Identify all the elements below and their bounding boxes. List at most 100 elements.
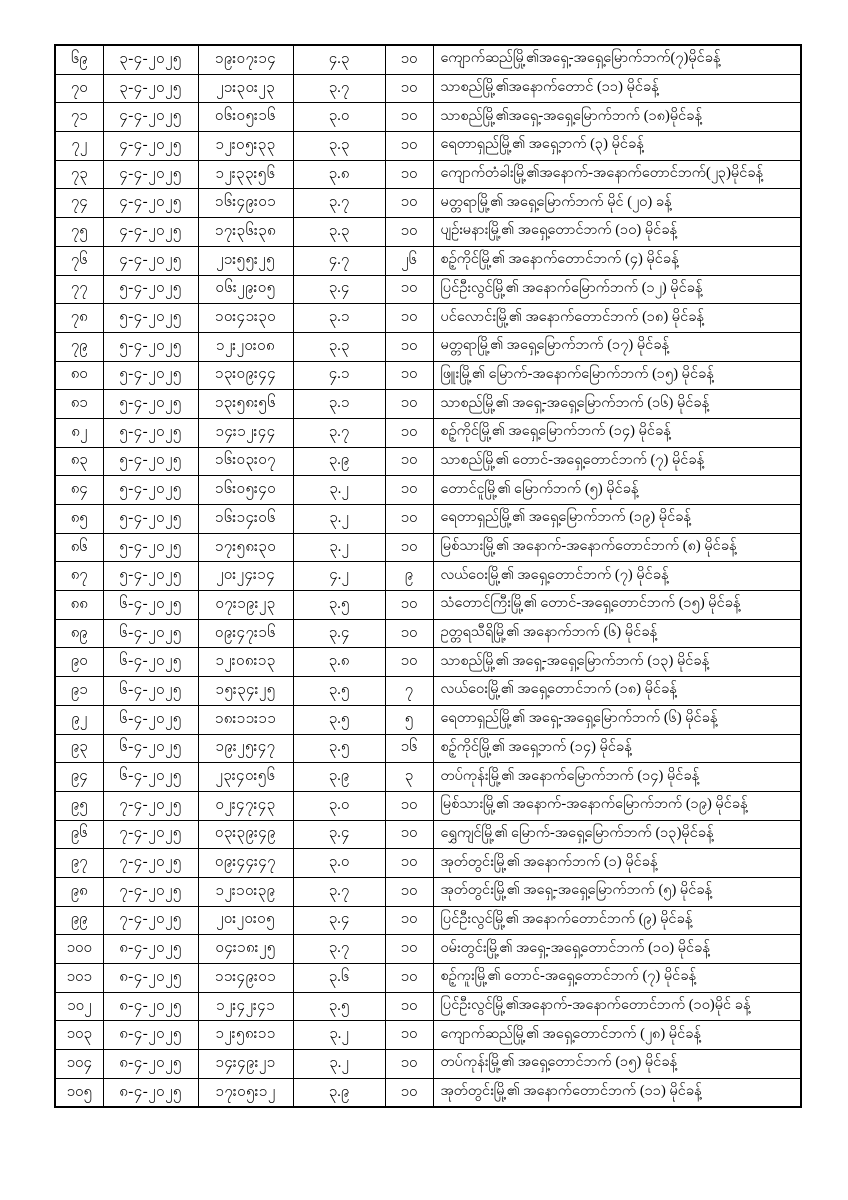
cell-date: ၄-၄-၂၀၂၅ xyxy=(102,217,199,247)
cell-date: ၇-၄-၂၀၂၅ xyxy=(102,848,199,878)
cell-location: ရေတာရှည်မြို့၏ အရှေ့မြောက်ဘက် (၁၉) မိုင်… xyxy=(432,504,802,534)
table-row: ၁၀၀ ၈-၄-၂၀၂၅ ၀၄း၁၈း၂၅ ၃.၇ ၁၀ ဝမ်းတွင်းမြို့၏ … xyxy=(54,934,802,964)
table-row: ၁၀၃ ၈-၄-၂၀၂၅ ၁၂း၅၈း၁၁ ၃.၂ ၁၀ ကျောက်ဆည်မြို့၏ … xyxy=(54,1020,802,1051)
cell-time: ၀၄း၁၈း၂၅ xyxy=(197,934,294,964)
cell-depth: ၁၀ xyxy=(384,934,434,964)
cell-magnitude: ၃.၇ xyxy=(292,73,386,104)
table-row: ၈၈ ၆-၄-၂၀၂၅ ၀၇း၁၉း၂၃ ၃.၅ ၁၀ သံတောင်ကြီးမြို့၏… xyxy=(54,590,802,620)
cell-depth: ၅ xyxy=(384,704,434,735)
cell-date: ၄-၄-၂၀၂၅ xyxy=(102,159,199,190)
cell-date: ၆-၄-၂၀၂၅ xyxy=(102,590,199,620)
cell-no: ၉၆ xyxy=(54,819,104,850)
cell-magnitude: ၃.၅ xyxy=(292,676,386,706)
cell-date: ၃-၄-၂၀၂၅ xyxy=(102,73,199,104)
cell-magnitude: ၃.၀ xyxy=(292,790,386,821)
cell-magnitude: ၃.၄ xyxy=(292,618,386,649)
cell-time: ၀၉း၄၄း၄၇ xyxy=(197,848,294,878)
cell-depth: ၇ xyxy=(384,676,434,706)
earthquake-table: ၆၉ ၃-၄-၂၀၂၅ ၁၉း၀၇း၁၄ ၄.၃ ၁၀ ကျောက်ဆည်မြို့၏အရ… xyxy=(54,44,802,1109)
cell-date: ၈-၄-၂၀၂၅ xyxy=(102,1077,199,1108)
cell-date: ၅-၄-၂၀၂၅ xyxy=(102,389,199,419)
table-row: ၇၈ ၅-၄-၂၀၂၅ ၁၀း၄၁း၃၀ ၃.၁ ၁၀ ပင်လောင်းမြို့၏ အ… xyxy=(54,303,802,333)
cell-depth: ၁၀ xyxy=(384,590,434,620)
cell-no: ၁၀၄ xyxy=(54,1049,104,1079)
cell-date: ၅-၄-၂၀၂၅ xyxy=(102,360,199,391)
cell-date: ၅-၄-၂၀၂၅ xyxy=(102,417,199,448)
cell-location: ကျောက်တံခါးမြို့၏အနောက်-အနောက်တောင်ဘက်(၂… xyxy=(432,159,802,190)
cell-location: မြစ်သားမြို့၏ အနောက်-အနောက်တောင်ဘက် (၈) … xyxy=(432,532,802,563)
cell-date: ၈-၄-၂၀၂၅ xyxy=(102,934,199,964)
cell-time: ၁၆း၀၃း၀၇ xyxy=(197,446,294,477)
cell-depth: ၁၀ xyxy=(384,102,434,133)
cell-location: ကျောက်ဆည်မြို့၏ အရှေ့တောင်ဘက် (၂၈) မိုင်… xyxy=(432,1020,802,1051)
cell-date: ၈-၄-၂၀၂၅ xyxy=(102,991,199,1022)
cell-location: ကျောက်ဆည်မြို့၏အရှေ့-အရှေ့မြောက်ဘက်(၇)မိ… xyxy=(432,44,802,75)
table-row: ၇၉ ၅-၄-၂၀၂၅ ၁၂း၂၀း၀၈ ၃.၃ ၁၀ မတ္တရာမြို့၏ အရှေ… xyxy=(54,331,802,362)
cell-date: ၅-၄-၂၀၂၅ xyxy=(102,303,199,333)
cell-date: ၅-၄-၂၀၂၅ xyxy=(102,274,199,305)
cell-magnitude: ၃.၆ xyxy=(292,963,386,993)
cell-magnitude: ၃.၂ xyxy=(292,1049,386,1079)
cell-location: စဉ့်ကိုင်မြို့၏ အရှေ့မြောက်ဘက် (၁၄) မိုင… xyxy=(432,417,802,448)
cell-no: ၇၈ xyxy=(54,303,104,333)
cell-time: ၁၆း၀၅း၄၀ xyxy=(197,475,294,505)
cell-no: ၁၀၀ xyxy=(54,934,104,964)
cell-no: ၇၇ xyxy=(54,274,104,305)
cell-depth: ၁၀ xyxy=(384,44,434,75)
table-row: ၉၆ ၇-၄-၂၀၂၅ ၀၃း၃၉း၄၉ ၃.၄ ၁၀ ရွှေကျင်မြို့၏ မြ… xyxy=(54,819,802,850)
cell-location: မတ္တရာမြို့၏ အရှေ့မြောက်ဘက် မိုင် (၂၀) ခ… xyxy=(432,188,802,219)
cell-time: ၀၆း၂၉း၀၅ xyxy=(197,274,294,305)
cell-magnitude: ၃.၀ xyxy=(292,848,386,878)
cell-location: ဥတ္တရသီရိမြို့၏ အနောက်ဘက် (၆) မိုင်ခန့် xyxy=(432,618,802,649)
cell-time: ၁၂း၁၀း၃၉ xyxy=(197,876,294,907)
cell-depth: ၁၀ xyxy=(384,475,434,505)
cell-depth: ၁၀ xyxy=(384,504,434,534)
cell-date: ၇-၄-၂၀၂၅ xyxy=(102,790,199,821)
cell-magnitude: ၃.၃ xyxy=(292,131,386,161)
cell-magnitude: ၃.၇ xyxy=(292,934,386,964)
cell-location: အုတ်တွင်းမြို့၏ အနောက်တောင်ဘက် (၁၁) မိုင… xyxy=(432,1077,802,1108)
cell-date: ၆-၄-၂၀၂၅ xyxy=(102,676,199,706)
cell-no: ၈၂ xyxy=(54,417,104,448)
cell-time: ၁၀း၄၁း၃၀ xyxy=(197,303,294,333)
cell-no: ၈၃ xyxy=(54,446,104,477)
cell-magnitude: ၃.၉ xyxy=(292,762,386,792)
table-row: ၉၉ ၇-၄-၂၀၂၅ ၂၀း၂၀း၀၅ ၃.၄ ၁၀ ပြင်ဦးလွင်မြို့၏ … xyxy=(54,905,802,936)
cell-depth: ၁၀ xyxy=(384,188,434,219)
cell-date: ၅-၄-၂၀၂၅ xyxy=(102,561,199,592)
cell-location: ပြင်ဦးလွင်မြို့၏အနောက်-အနောက်တောင်ဘက် (၁… xyxy=(432,991,802,1022)
cell-magnitude: ၃.၂ xyxy=(292,475,386,505)
cell-location: ပြင်ဦးလွင်မြို့၏ အနောက်တောင်ဘက် (၉) မိုင… xyxy=(432,905,802,936)
cell-magnitude: ၃.၁ xyxy=(292,389,386,419)
table-row: ၈၁ ၅-၄-၂၀၂၅ ၁၃း၅၈း၅၆ ၃.၁ ၁၀ သာစည်မြို့၏ အရှေ့… xyxy=(54,389,802,419)
cell-date: ၆-၄-၂၀၂၅ xyxy=(102,647,199,678)
cell-depth: ၁၀ xyxy=(384,963,434,993)
cell-magnitude: ၃.၄ xyxy=(292,274,386,305)
table-row: ၈၀ ၅-၄-၂၀၂၅ ၁၃း၀၉း၄၄ ၄.၁ ၁၀ ဖြူးမြို့၏ မြောက်… xyxy=(54,360,802,391)
cell-no: ၈၁ xyxy=(54,389,104,419)
cell-time: ၀၂း၄၇း၄၃ xyxy=(197,790,294,821)
cell-magnitude: ၃.၂ xyxy=(292,1020,386,1051)
cell-time: ၁၄း၄၉း၂၁ xyxy=(197,1049,294,1079)
cell-time: ၂၁း၅၅း၂၅ xyxy=(197,245,294,276)
cell-date: ၆-၄-၂၀၂၅ xyxy=(102,704,199,735)
table-row: ၉၂ ၆-၄-၂၀၂၅ ၁၈း၁၁း၁၁ ၃.၅၅ရေတာရှည်မြို့၏ အရှ… xyxy=(54,704,802,735)
table-row: ၁၀၅ ၈-၄-၂၀၂၅ ၁၇း၀၅း၁၂ ၃.၉ ၁၀ အုတ်တွင်းမြို့၏ … xyxy=(54,1077,802,1108)
cell-location: သာစည်မြို့၏အရှေ့-အရှေ့မြောက်ဘက် (၁၈)မိုင… xyxy=(432,102,802,133)
cell-date: ၄-၄-၂၀၂၅ xyxy=(102,102,199,133)
cell-location: ပျဉ်းမနားမြို့၏ အရှေ့တောင်ဘက် (၁၀) မိုင်… xyxy=(432,217,802,247)
cell-no: ၉၅ xyxy=(54,790,104,821)
cell-depth: ၁၀ xyxy=(384,991,434,1022)
table-row: ၉၀ ၆-၄-၂၀၂၅ ၁၂း၀၈း၁၃ ၃.၈ ၁၀ သာစည်မြို့၏ အရှေ့… xyxy=(54,647,802,678)
cell-time: ၁၁း၄၉း၀၁ xyxy=(197,963,294,993)
cell-location: သံတောင်ကြီးမြို့၏ တောင်-အရှေ့တောင်ဘက် (၁… xyxy=(432,590,802,620)
cell-time: ၂၀း၂၀း၀၅ xyxy=(197,905,294,936)
cell-date: ၈-၄-၂၀၂၅ xyxy=(102,1020,199,1051)
cell-depth: ၁၀ xyxy=(384,905,434,936)
table-row: ၈၉ ၆-၄-၂၀၂၅ ၀၉း၄၇း၁၆ ၃.၄ ၁၀ ဥတ္တရသီရိမြို့၏ အ… xyxy=(54,618,802,649)
cell-no: ၈၀ xyxy=(54,360,104,391)
cell-depth: ၂၆ xyxy=(384,245,434,276)
table-row: ၆၉ ၃-၄-၂၀၂၅ ၁၉း၀၇း၁၄ ၄.၃ ၁၀ ကျောက်ဆည်မြို့၏အရ… xyxy=(54,44,802,75)
cell-no: ၇၀ xyxy=(54,73,104,104)
cell-time: ၂၁း၃၀း၂၃ xyxy=(197,73,294,104)
